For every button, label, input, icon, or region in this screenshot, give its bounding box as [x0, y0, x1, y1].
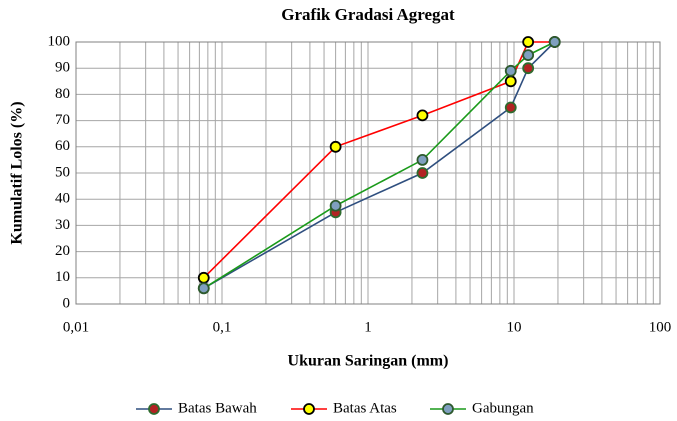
x-tick-label: 100 [649, 319, 672, 335]
chart-title: Grafik Gradasi Agregat [281, 5, 455, 24]
y-axis-label: Kumulatif Lolos (%) [9, 101, 26, 244]
legend-marker [303, 403, 315, 415]
y-tick-label: 100 [48, 33, 71, 49]
data-point [197, 282, 210, 295]
legend-label: Batas Bawah [178, 400, 257, 416]
y-tick-label: 0 [63, 295, 71, 311]
data-point [416, 167, 429, 179]
y-tick-label: 20 [55, 243, 70, 259]
y-tick-label: 70 [55, 112, 70, 128]
legend-label: Batas Atas [333, 400, 397, 416]
y-tick-label: 30 [55, 217, 70, 233]
data-point [329, 140, 342, 153]
data-point [522, 36, 535, 48]
y-tick-label: 60 [55, 138, 70, 154]
legend-marker [148, 403, 160, 415]
y-tick-label: 10 [55, 269, 70, 285]
data-point [522, 49, 535, 61]
x-tick-label: 0,1 [213, 319, 232, 335]
data-point [522, 62, 535, 75]
data-point [416, 153, 429, 166]
y-tick-label: 50 [55, 164, 70, 180]
x-tick-label: 0,01 [63, 319, 89, 335]
y-tick-label: 80 [55, 86, 70, 102]
series-line [203, 41, 556, 289]
x-tick-label: 1 [364, 319, 372, 335]
series-line [203, 41, 555, 279]
data-point [504, 64, 517, 77]
x-axis-label: Ukuran Saringan (mm) [288, 353, 449, 370]
y-tick-label: 90 [55, 60, 70, 76]
data-point [197, 271, 210, 284]
data-point [504, 101, 517, 114]
data-point [416, 109, 429, 122]
data-point [504, 75, 517, 88]
legend-label: Gabungan [472, 400, 534, 416]
legend-marker [442, 403, 454, 415]
data-point [548, 36, 561, 48]
y-tick-label: 40 [55, 191, 70, 207]
x-tick-label: 10 [507, 319, 522, 335]
data-point [329, 199, 342, 212]
plot-frame [75, 41, 661, 305]
